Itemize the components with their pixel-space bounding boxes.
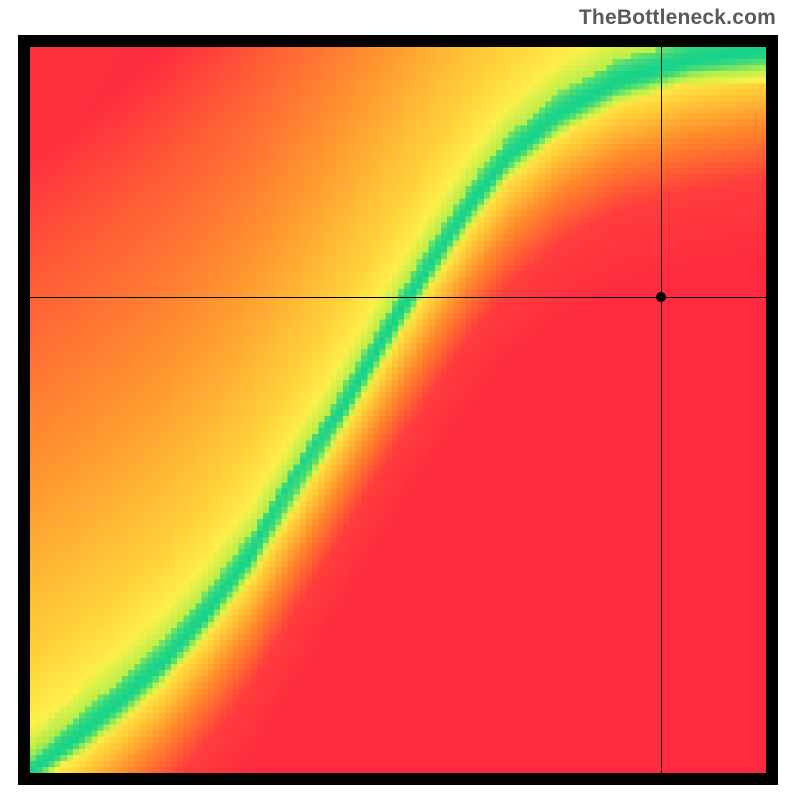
chart-container: TheBottleneck.com	[0, 0, 800, 800]
bottleneck-heatmap	[30, 47, 766, 773]
watermark-text: TheBottleneck.com	[579, 6, 776, 30]
crosshair-vertical	[661, 35, 662, 785]
